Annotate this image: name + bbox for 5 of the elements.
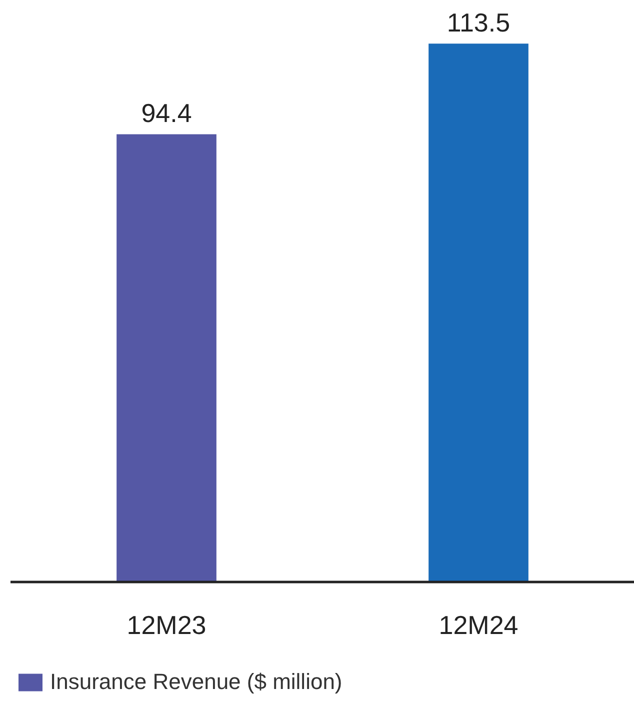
data-label: 113.5 [446,8,510,38]
data-label: 94.4 [141,98,192,128]
legend-label: Insurance Revenue ($ million) [50,669,342,695]
x-tick-label: 12M24 [438,610,518,640]
x-tick-label: 12M23 [126,610,206,640]
